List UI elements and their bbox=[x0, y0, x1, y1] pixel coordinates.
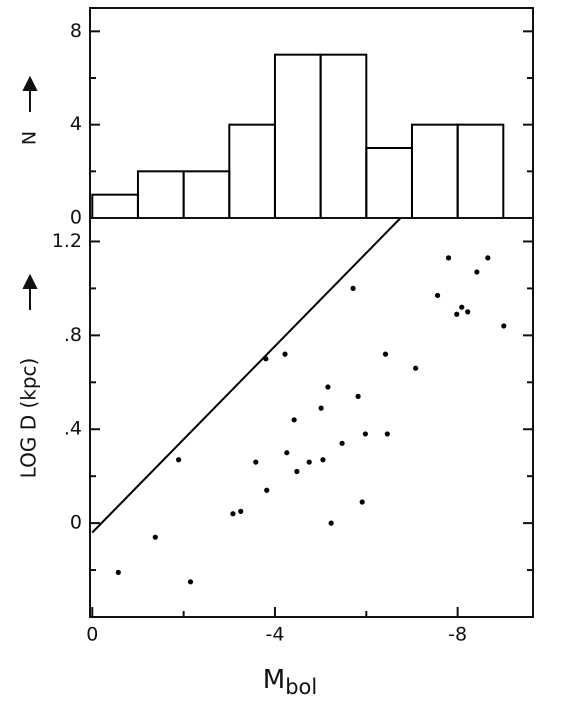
limit-line bbox=[91, 217, 402, 534]
histogram-bar bbox=[182, 170, 231, 219]
x-axis-label-sub: bol bbox=[285, 675, 317, 699]
y-axis-label: N bbox=[19, 131, 41, 145]
y-tick-label: 0 bbox=[70, 512, 82, 534]
x-axis-label-main: M bbox=[263, 665, 285, 695]
scatter-point bbox=[359, 499, 365, 505]
scatter-point bbox=[465, 309, 471, 315]
y-tick-label: 4 bbox=[70, 113, 82, 135]
y-axis-label: LOG D (kpc) bbox=[17, 358, 41, 479]
scatter-point bbox=[485, 255, 491, 261]
scatter-point bbox=[474, 269, 480, 275]
scatter-point bbox=[445, 255, 452, 261]
scatter-point bbox=[176, 457, 182, 463]
axis-arrow-head bbox=[22, 273, 38, 289]
scatter-point bbox=[187, 579, 194, 585]
histogram-bar bbox=[456, 123, 505, 219]
scatter-point bbox=[318, 405, 324, 411]
scatter-point bbox=[238, 508, 244, 514]
x-tick-label: -4 bbox=[265, 624, 284, 646]
scatter-point bbox=[339, 440, 345, 446]
histogram-bar bbox=[228, 123, 276, 219]
scatter-point bbox=[284, 450, 290, 456]
axis-arrow-head bbox=[22, 75, 38, 91]
scatter-point bbox=[264, 487, 270, 493]
scatter-point bbox=[501, 323, 507, 329]
plot-frame bbox=[89, 217, 534, 618]
histogram-bar bbox=[319, 53, 368, 219]
y-tick-label: .4 bbox=[64, 418, 82, 440]
scatter-point bbox=[362, 431, 368, 437]
scatter-point bbox=[152, 534, 158, 540]
scatter-point bbox=[384, 431, 390, 437]
histogram-bar bbox=[136, 170, 185, 219]
y-tick-label: 0 bbox=[70, 207, 82, 229]
scatter-point bbox=[454, 311, 460, 317]
x-tick-label: 0 bbox=[86, 624, 98, 646]
y-tick-label: 8 bbox=[70, 20, 82, 42]
scatter-point bbox=[230, 511, 236, 517]
scatter-point bbox=[459, 304, 465, 310]
scatter-point bbox=[325, 384, 331, 390]
y-tick-label: .8 bbox=[64, 324, 82, 346]
scatter-point bbox=[382, 351, 389, 357]
scatter-point bbox=[282, 351, 288, 357]
scatter-point bbox=[434, 292, 441, 299]
scatter-point bbox=[253, 459, 259, 465]
scatter-point bbox=[413, 365, 419, 371]
scatter-point bbox=[350, 285, 356, 292]
histogram-bar bbox=[91, 193, 139, 220]
histogram-bar bbox=[410, 123, 459, 219]
x-tick-label: -8 bbox=[448, 624, 467, 646]
scatter-point bbox=[306, 459, 312, 465]
plot-frame bbox=[89, 7, 534, 219]
histogram-bar bbox=[273, 53, 322, 219]
x-axis-label: Mbol bbox=[263, 665, 317, 700]
scatter-point bbox=[320, 457, 326, 463]
scatter-point bbox=[328, 520, 334, 526]
scatter-point bbox=[115, 569, 121, 576]
scatter-point bbox=[291, 417, 297, 423]
histogram-bar bbox=[365, 147, 413, 219]
scatter-point bbox=[294, 468, 300, 475]
scatter-point bbox=[355, 393, 361, 399]
y-tick-label: 1.2 bbox=[52, 230, 82, 252]
